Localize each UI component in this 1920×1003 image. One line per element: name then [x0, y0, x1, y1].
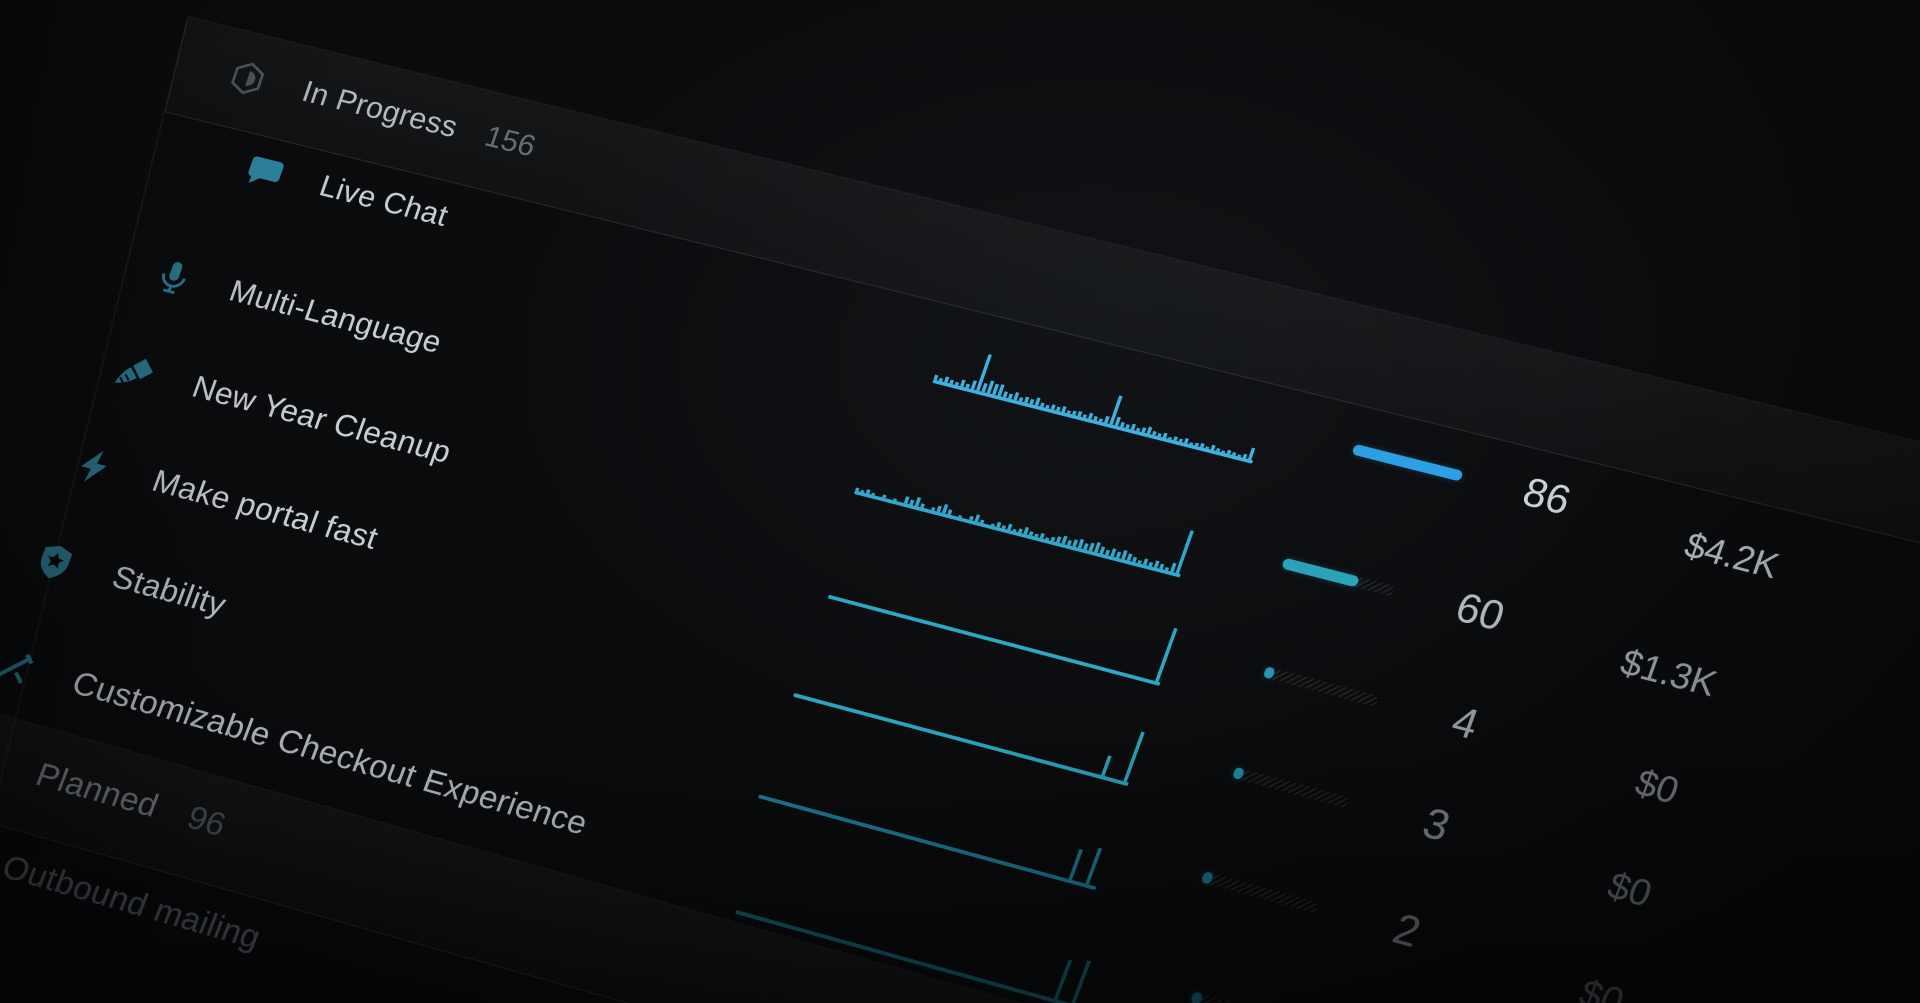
activity-sparkline [793, 637, 1149, 786]
score-bar [1262, 665, 1380, 707]
score-bar-track [1262, 665, 1380, 707]
activity-sparkline [854, 436, 1200, 578]
vote-score-value: 86 [1517, 468, 1577, 524]
revenue-value: $4.2K [1679, 524, 1785, 587]
activity-sparkline [758, 738, 1118, 890]
score-bar-fill [1351, 443, 1464, 482]
score-bar-fill [1281, 557, 1361, 587]
score-bar-track [1190, 990, 1312, 1003]
broom-icon [110, 349, 162, 396]
activity-sparkline [932, 326, 1272, 464]
post-title: New Year Cleanup [187, 369, 456, 471]
score-bar [1281, 557, 1396, 597]
status-in-progress-icon [223, 56, 272, 101]
score-bar [1351, 443, 1464, 482]
chat-bubble-icon [240, 150, 289, 195]
vote-score-value: 3 [1416, 798, 1457, 851]
revenue-value: $0 [1602, 863, 1658, 915]
post-title: Multi-Language [225, 274, 447, 361]
post-title: Live Chat [315, 169, 453, 233]
customize-tools-icon [0, 642, 40, 692]
vote-score-value: 2 [1386, 904, 1428, 957]
score-bar-track [1200, 870, 1320, 913]
vote-score-value: 60 [1449, 583, 1511, 640]
activity-sparkline [735, 853, 1105, 1003]
vote-score-value: 4 [1445, 697, 1486, 749]
score-bar [1200, 870, 1320, 913]
shield-star-icon [28, 538, 81, 587]
revenue-value: $0 [1629, 760, 1685, 812]
score-bar [1190, 990, 1312, 1003]
lightning-icon [69, 443, 121, 491]
post-title: Stability [107, 559, 231, 624]
score-bar-track [1232, 766, 1350, 808]
microphone-icon [148, 254, 198, 300]
activity-sparkline [827, 540, 1180, 687]
revenue-value: $0 [1573, 970, 1630, 1003]
score-bar [1232, 766, 1350, 808]
post-title: Make portal fast [147, 463, 383, 557]
revenue-value: $1.3K [1615, 640, 1723, 705]
